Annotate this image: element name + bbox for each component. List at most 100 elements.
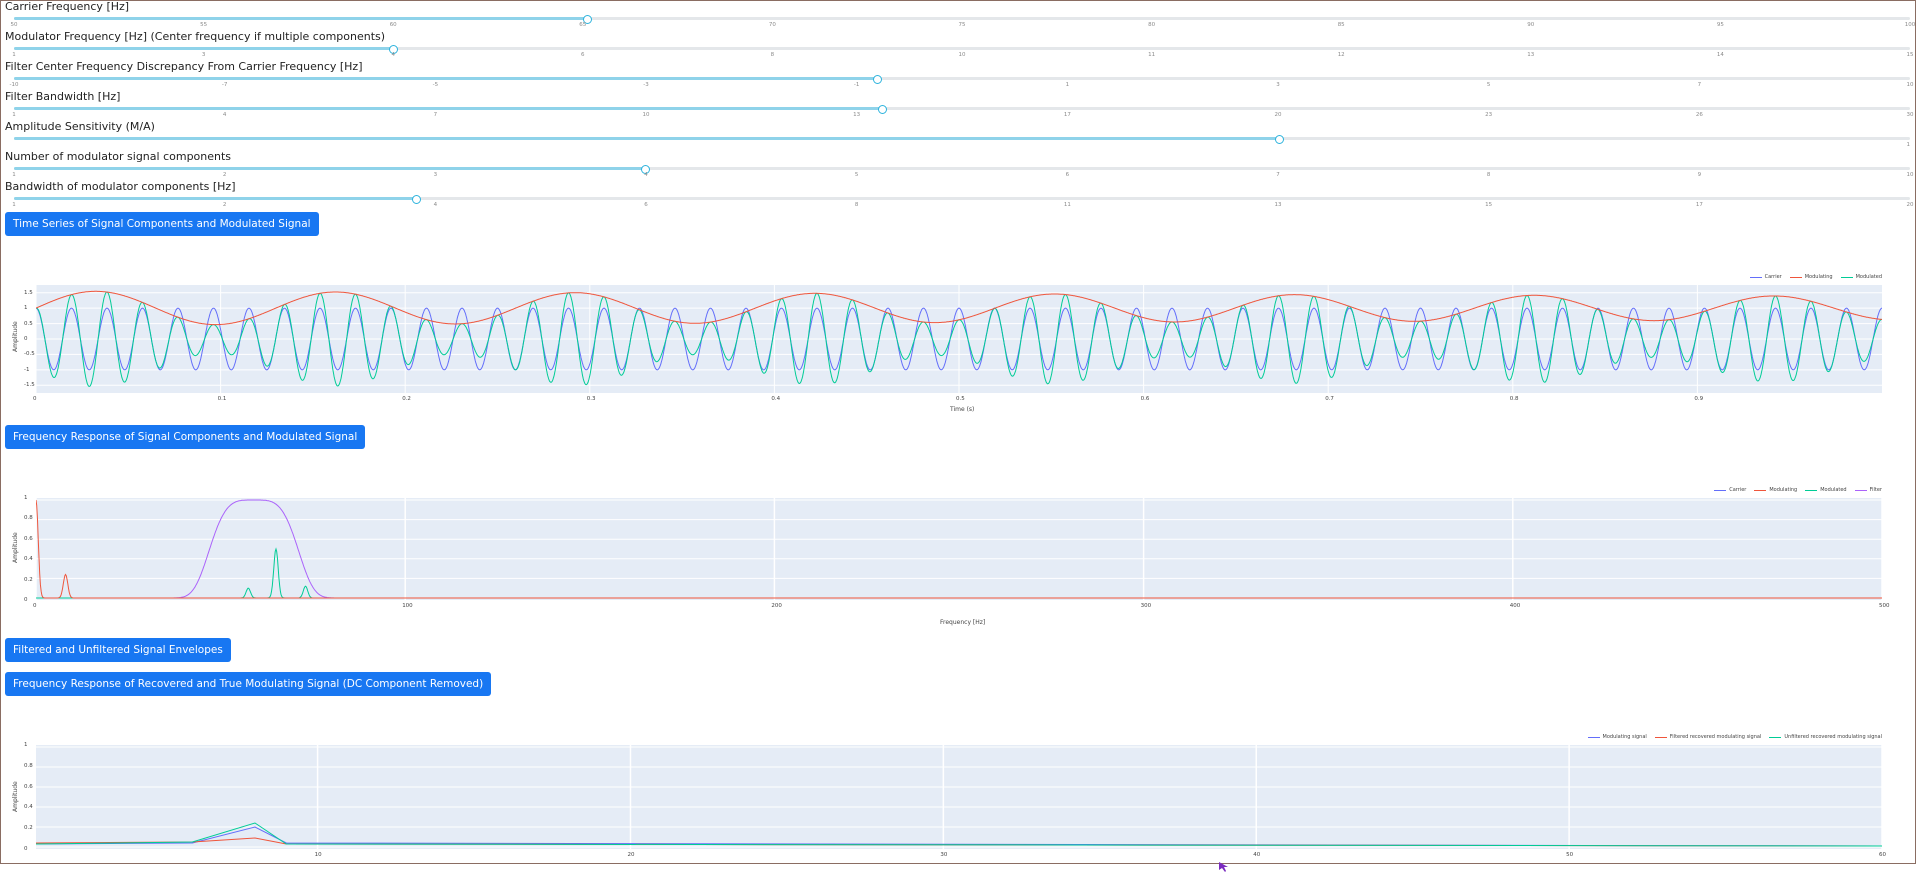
- y-tick-label: 0.4: [24, 556, 33, 563]
- slider-label: Carrier Frequency [Hz]: [5, 0, 130, 13]
- slider-tick-label: 1: [12, 202, 16, 208]
- x-tick-label: 0.8: [1509, 396, 1519, 402]
- slider-tick-label: 5: [1486, 82, 1491, 88]
- y-tick-label: 0: [24, 846, 28, 852]
- x-tick-label: 0: [33, 603, 37, 609]
- frequency-response-svg: [36, 498, 1882, 600]
- slider-tick-label: -7: [221, 82, 228, 88]
- slider-tick-label: 65: [579, 22, 587, 28]
- slider-tick-label: 8: [770, 52, 775, 58]
- slider-tick-label: -5: [432, 82, 439, 88]
- slider-tick-label: 6: [1065, 172, 1070, 178]
- slider-tick-label: 20: [1274, 112, 1282, 118]
- slider-ticks: 1 2 4 6 8 11 13 15 17 20: [12, 202, 1913, 209]
- slider-tick-label: 10: [1906, 82, 1914, 88]
- slider-6: Number of modulator signal components 1 2 3…: [5, 150, 1914, 180]
- slider-handle[interactable]: [1274, 135, 1284, 144]
- x-tick-label: 20: [627, 852, 635, 858]
- legend-item-filter: Filter: [1854, 487, 1882, 493]
- legend-item-carrier: Carrier: [1714, 487, 1746, 493]
- x-tick-label: 0.4: [771, 396, 781, 402]
- slider-tick-label: 10: [958, 52, 966, 58]
- slider-tick-label: 7: [433, 112, 438, 118]
- y-tick-label: 0.8: [24, 762, 33, 769]
- slider-1: Carrier Frequency [Hz] 50 55 60 65 70 75 80 85 90…: [5, 0, 1916, 30]
- x-tick-label: 50: [1566, 852, 1574, 858]
- slider-label: Number of modulator signal components: [5, 150, 232, 163]
- slider-tick-label: 3: [1276, 82, 1280, 88]
- y-tick-label: 1: [24, 495, 28, 501]
- slider-tick-label: 26: [1695, 112, 1703, 118]
- slider-tick-label: 55: [200, 22, 208, 28]
- y-tick-label: 0.6: [24, 783, 33, 790]
- slider-ticks: 1 2 3 4 5 6 7 8 9 10: [12, 172, 1913, 179]
- x-tick-label: 300: [1140, 603, 1152, 609]
- time-series-plot-area[interactable]: [36, 285, 1882, 393]
- slider-rail[interactable]: [14, 195, 1910, 204]
- y-tick-label: 0: [24, 336, 28, 342]
- legend-item-modulated: Modulated: [1805, 487, 1847, 493]
- slider-tick-label: 14: [1716, 52, 1724, 58]
- slider-handle[interactable]: [411, 195, 421, 204]
- x-axis-label: Time (s): [950, 406, 975, 413]
- slider-handle[interactable]: [389, 45, 399, 54]
- slider-tick-label: -3: [643, 82, 649, 88]
- slider-rail[interactable]: [14, 15, 1910, 24]
- slider-tick-label: 4: [644, 172, 648, 178]
- slider-5: Amplitude Sensitivity (M/A) 1: [5, 120, 1910, 150]
- slider-label: Bandwidth of modulator components [Hz]: [5, 180, 236, 193]
- x-tick-label: 40: [1253, 852, 1261, 858]
- slider-tick-label: 20: [1906, 202, 1914, 208]
- legend-item-filtered-recovered: Filtered recovered modulating signal: [1654, 734, 1761, 740]
- slider-rail[interactable]: [14, 105, 1910, 114]
- slider-tick-label: 5: [854, 172, 859, 178]
- slider-tick-label: 4: [222, 112, 227, 118]
- envelopes-button[interactable]: Filtered and Unfiltered Signal Envelopes: [5, 638, 231, 662]
- legend-item-modulating: Modulating: [1789, 274, 1833, 280]
- recovered-signal-plot-area[interactable]: [36, 745, 1882, 849]
- x-tick-label: 0.1: [217, 396, 227, 402]
- time-series-button[interactable]: Time Series of Signal Components and Mod…: [5, 212, 319, 236]
- slider-label: Modulator Frequency [Hz] (Center frequen…: [5, 30, 386, 43]
- slider-label: Filter Bandwidth [Hz]: [5, 90, 121, 103]
- frequency-response-plot-area[interactable]: [36, 498, 1882, 600]
- y-tick-label: 1.5: [24, 289, 33, 296]
- y-axis-label: Amplitude: [12, 321, 19, 352]
- slider-tick-label: 75: [958, 22, 966, 28]
- x-tick-label: 0.2: [402, 396, 411, 402]
- x-axis-label: Frequency [Hz]: [940, 619, 986, 626]
- slider-handle[interactable]: [582, 15, 592, 24]
- slider-fill: [14, 47, 394, 50]
- slider-tick-label: 3: [201, 52, 206, 58]
- slider-handle[interactable]: [872, 75, 882, 84]
- slider-rail[interactable]: [14, 75, 1910, 84]
- slider-tick-label: 100: [1904, 22, 1916, 28]
- slider-tick-label: -1: [853, 82, 860, 88]
- slider-fill: [14, 107, 883, 110]
- slider-tick-label: 2: [222, 202, 227, 208]
- series-line-filter: [36, 499, 1882, 599]
- slider-ticks: 1 4 7 10 13 17 20 23 26 30: [12, 112, 1913, 119]
- slider-tick-label: 1: [12, 172, 16, 178]
- slider-handle[interactable]: [878, 105, 888, 114]
- slider-tick-label: 6: [644, 202, 648, 208]
- recovered-signal-button[interactable]: Frequency Response of Recovered and True…: [5, 672, 492, 696]
- slider-ticks: 50 55 60 65 70 75 80 85 90 95 100: [11, 22, 1916, 29]
- x-tick-label: 10: [314, 852, 322, 858]
- time-series-chart: Carrier Modulating Modulated Amplitude T…: [0, 270, 1920, 413]
- y-axis-label: Amplitude: [12, 532, 19, 563]
- slider-tick-label: 1: [1065, 82, 1070, 88]
- slider-rail[interactable]: [14, 45, 1910, 54]
- time-series-legend: Carrier Modulating Modulated: [1749, 274, 1882, 280]
- slider-handle[interactable]: [641, 165, 651, 174]
- slider-7: Bandwidth of modulator components [Hz] 1 2…: [5, 180, 1914, 210]
- slider-tick-label: 15: [1906, 52, 1914, 58]
- frequency-response-button[interactable]: Frequency Response of Signal Components …: [5, 425, 366, 449]
- slider-rail[interactable]: [14, 165, 1910, 174]
- slider-rail[interactable]: [14, 135, 1910, 144]
- slider-tick-label: 12: [1337, 52, 1345, 58]
- slider-tick-label: 90: [1527, 22, 1535, 28]
- slider-tick-label: 4: [433, 202, 438, 208]
- mouse-cursor-icon: [1219, 862, 1228, 872]
